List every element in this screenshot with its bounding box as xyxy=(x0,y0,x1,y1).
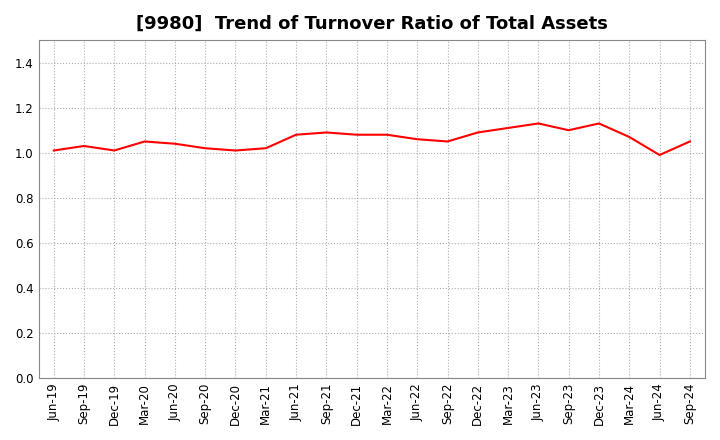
Title: [9980]  Trend of Turnover Ratio of Total Assets: [9980] Trend of Turnover Ratio of Total … xyxy=(136,15,608,33)
